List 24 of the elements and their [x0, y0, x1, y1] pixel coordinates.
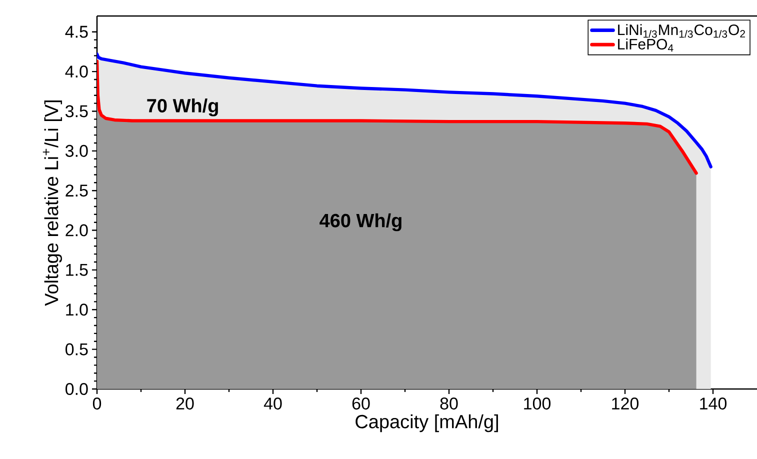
- x-tick-label: 80: [440, 398, 458, 410]
- x-tick-label: 60: [352, 398, 370, 410]
- y-tick-label: 1.5: [66, 264, 88, 276]
- y-tick-label: 2.0: [66, 224, 88, 236]
- y-tick-label: 3.5: [65, 105, 88, 118]
- legend-label: LiNi$_{1/3}$Mn$_{1/3}$Co$_{1/3}$O$_{2}$: [618, 24, 745, 38]
- y-tick-label: 4.5: [65, 26, 88, 38]
- legend-label: LiFePO$_{4}$: [618, 38, 674, 52]
- y-axis-title: Voltage relative Li$^{+}$/Li [V]: [42, 100, 62, 306]
- y-tick-label: 0.5: [66, 343, 88, 356]
- x-tick-label: 0: [92, 398, 102, 410]
- x-tick-label: 120: [612, 398, 639, 410]
- y-tick-label: 4.0: [65, 66, 88, 78]
- y-tick-label: 0.0: [66, 382, 88, 396]
- annotation: 70 Wh/g: [147, 98, 218, 116]
- x-axis-title: Capacity [mAh/g]: [356, 414, 498, 432]
- y-tick-label: 1.0: [66, 304, 88, 316]
- x-tick-label: 20: [176, 398, 194, 410]
- x-tick-label: 140: [700, 398, 727, 410]
- x-tick-label: 40: [264, 398, 282, 410]
- y-tick-label: 3.0: [65, 144, 88, 157]
- annotation: 460 Wh/g: [320, 213, 402, 232]
- y-tick-label: 2.5: [66, 184, 88, 197]
- x-tick-label: 100: [524, 398, 551, 410]
